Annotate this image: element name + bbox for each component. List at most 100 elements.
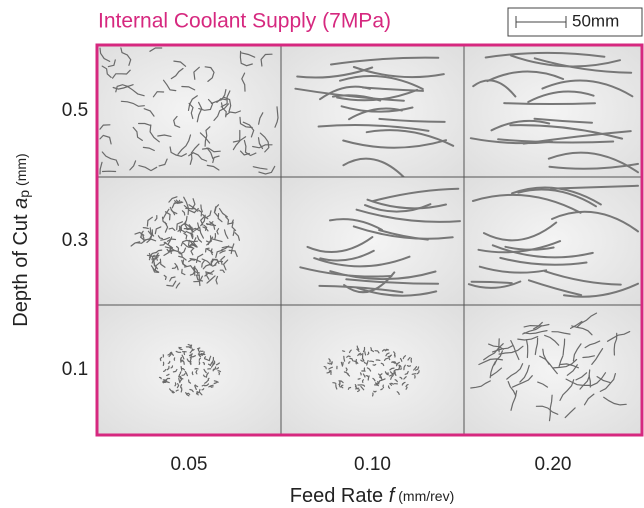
chip: [357, 378, 361, 380]
chip: [328, 366, 333, 370]
chip: [345, 278, 440, 285]
chips: [469, 51, 639, 174]
chip: [220, 102, 227, 118]
chip: [342, 139, 447, 149]
chip: [163, 274, 167, 280]
chip: [203, 224, 208, 231]
row-label: 0.3: [62, 230, 88, 251]
chip: [378, 117, 446, 123]
chip: [166, 381, 170, 384]
chip: [155, 252, 159, 261]
chip: [369, 360, 375, 363]
chip: [384, 348, 390, 351]
chip: [170, 351, 174, 356]
chip: [348, 349, 352, 354]
chip: [225, 216, 230, 225]
chip: [575, 372, 588, 381]
chip: [204, 383, 210, 387]
chip: [339, 386, 344, 389]
x-axis-symbol: f: [389, 485, 397, 507]
chip: [99, 134, 112, 145]
chip: [330, 56, 440, 66]
chip: [389, 367, 395, 371]
photo-cell: [280, 176, 465, 306]
chip: [223, 96, 232, 113]
chip: [343, 355, 346, 362]
chip: [219, 269, 225, 273]
chip: [393, 369, 399, 372]
chip: [509, 124, 624, 140]
chip: [583, 393, 595, 406]
chip: [204, 66, 215, 82]
chip: [188, 207, 199, 214]
chip: [179, 229, 187, 234]
chip: [154, 226, 162, 235]
chip: [191, 348, 195, 352]
chip: [177, 225, 182, 232]
chip: [413, 366, 418, 371]
chip: [390, 382, 394, 385]
chip: [202, 374, 206, 378]
chip: [194, 385, 197, 391]
chip: [188, 102, 194, 120]
chip: [584, 340, 601, 349]
chip: [357, 352, 362, 357]
chip: [391, 361, 396, 364]
chip: [173, 115, 181, 128]
chip: [165, 377, 171, 381]
chip: [134, 231, 145, 236]
chip: [232, 136, 247, 143]
chip: [551, 210, 639, 233]
chip: [112, 85, 130, 90]
chip: [220, 90, 231, 108]
chip: [162, 380, 167, 383]
chip: [189, 361, 192, 366]
chip: [193, 275, 203, 283]
chip: [168, 196, 178, 203]
chip: [192, 237, 198, 248]
chip: [185, 392, 190, 397]
chip: [184, 265, 195, 272]
chip: [215, 249, 224, 258]
chip: [129, 160, 137, 171]
chip: [166, 280, 177, 287]
chip: [591, 348, 604, 365]
chip: [490, 367, 503, 377]
chip: [548, 394, 553, 422]
chip: [510, 54, 621, 68]
chip: [168, 227, 176, 231]
chip: [319, 85, 371, 101]
chip: [215, 275, 219, 285]
chip: [357, 389, 361, 393]
chip: [157, 235, 163, 240]
chip: [101, 65, 112, 78]
chip: [258, 112, 264, 125]
chip: [338, 381, 341, 385]
chip: [212, 360, 216, 366]
chip: [159, 356, 163, 362]
chip: [138, 165, 158, 172]
chip: [193, 66, 200, 80]
chip: [579, 375, 590, 390]
chip: [178, 375, 183, 380]
chip: [354, 384, 357, 388]
chip: [193, 265, 196, 277]
chip: [188, 353, 192, 357]
chip: [371, 187, 460, 203]
chip: [188, 224, 194, 236]
chip: [120, 100, 145, 107]
chip: [177, 134, 192, 155]
chip: [195, 274, 203, 282]
chip: [399, 357, 403, 362]
row-label: 0.5: [62, 100, 88, 121]
chip: [158, 158, 168, 167]
chip: [361, 358, 365, 362]
chip: [517, 188, 597, 208]
chip: [210, 238, 223, 243]
chip: [169, 388, 174, 393]
chip: [523, 330, 548, 335]
chip: [180, 375, 184, 380]
chip: [179, 247, 187, 255]
chip: [176, 383, 180, 389]
chip: [149, 47, 163, 52]
